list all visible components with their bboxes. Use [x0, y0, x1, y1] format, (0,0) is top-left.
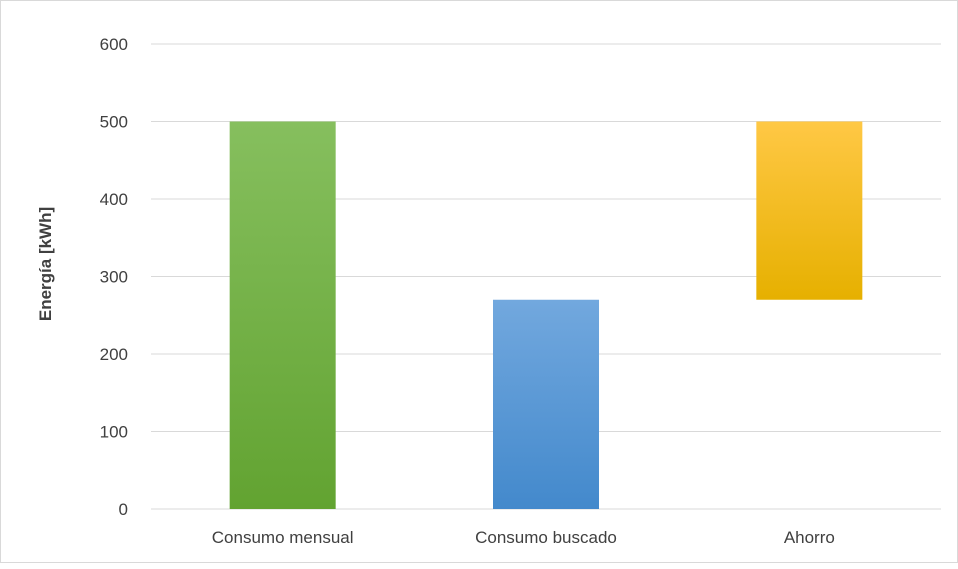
- y-tick-label: 500: [100, 113, 128, 132]
- bars: [229, 121, 863, 509]
- x-tick-label-ahorro: Ahorro: [784, 528, 835, 547]
- x-axis-ticks: Consumo mensual Consumo buscado Ahorro: [212, 528, 835, 547]
- bar-ahorro: [756, 121, 863, 300]
- y-axis-title: Energía [kWh]: [36, 207, 55, 321]
- y-tick-label: 400: [100, 190, 128, 209]
- y-tick-label: 200: [100, 345, 128, 364]
- y-tick-label: 100: [100, 423, 128, 442]
- y-tick-label: 300: [100, 268, 128, 287]
- y-tick-label: 0: [119, 500, 128, 519]
- y-tick-label: 600: [100, 35, 128, 54]
- bar-consumo-mensual: [229, 121, 336, 509]
- y-axis-ticks: 0 100 200 300 400 500 600: [100, 35, 128, 519]
- bar-consumo-buscado: [493, 299, 599, 509]
- x-tick-label-consumo-mensual: Consumo mensual: [212, 528, 354, 547]
- x-tick-label-consumo-buscado: Consumo buscado: [475, 528, 617, 547]
